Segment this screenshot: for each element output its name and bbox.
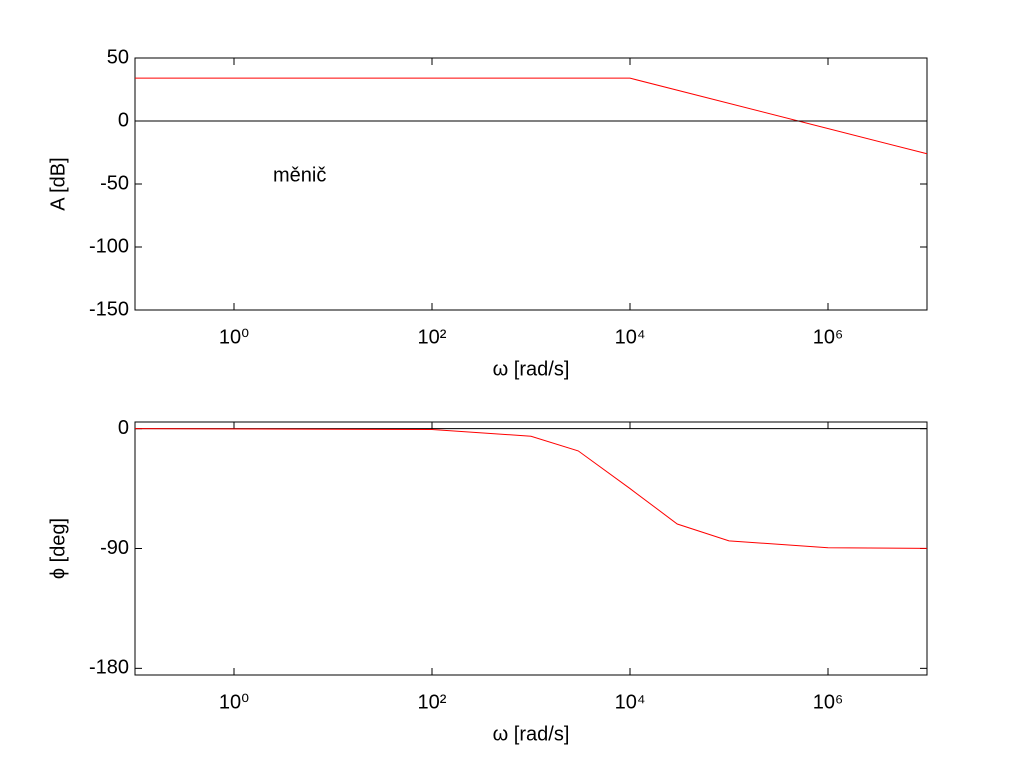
y-tick-label: 50 [107,46,129,68]
y-tick-label: -180 [89,657,129,679]
x-tick-label: 10⁰ [219,691,249,713]
x-tick-label: 10⁴ [615,691,646,713]
x-tick-label: 10⁶ [813,326,843,348]
y-tick-label: -50 [100,172,129,194]
y-tick-label: -150 [89,298,129,320]
plot-area [134,57,928,311]
x-tick-label: 10⁴ [615,326,646,348]
x-tick-label: 10² [418,326,447,348]
y-tick-label: 0 [118,417,129,439]
x-axis-label: ω [rad/s] [493,358,570,380]
y-tick-label: 0 [118,109,129,131]
y-axis-label: ϕ [deg] [47,518,69,579]
series-line [134,428,928,549]
series-line [135,77,928,155]
x-tick-label: 10² [418,691,447,713]
y-axis-label: A [dB] [47,157,69,210]
annotation: měnič [273,164,326,186]
plot-area [134,421,928,676]
y-tick-label: -90 [100,537,129,559]
x-tick-label: 10⁰ [219,326,249,348]
x-axis-label: ω [rad/s] [493,723,570,745]
x-tick-label: 10⁶ [813,691,843,713]
y-tick-label: -100 [89,235,129,257]
